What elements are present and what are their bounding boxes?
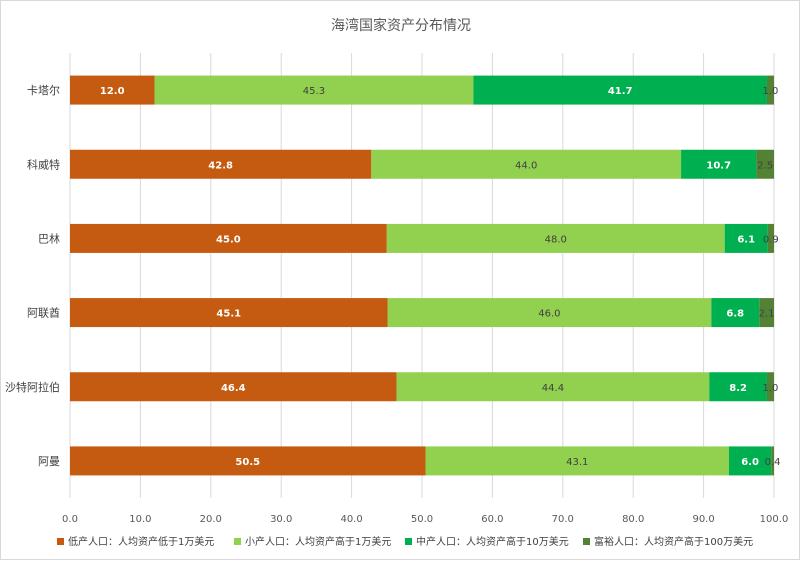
x-tick-label: 50.0 [411,514,433,525]
category-label: 卡塔尔 [27,84,60,97]
bar-segment [70,223,387,253]
legend-swatch [234,538,241,545]
data-labels: 12.0 45.3 41.7 1.0 42.8 44.0 10.7 2.5 45.0 48.0 6.… [100,86,781,468]
data-label: 6.8 [726,309,744,320]
bar-segment [771,446,774,476]
data-label: 10.7 [706,160,731,171]
x-tick-label: 40.0 [340,514,362,525]
category-label: 沙特阿拉伯 [5,380,60,394]
data-label: 2.5 [757,160,773,171]
x-tick-label: 20.0 [200,514,222,525]
bar-segment [681,149,757,179]
data-label: 44.0 [515,160,537,171]
bar-segment [759,298,774,328]
data-label: 6.0 [741,457,759,468]
x-tick-label: 0.0 [62,514,78,525]
x-axis-tick-labels: 0.0 10.0 20.0 30.0 40.0 50.0 60.0 70.0 80.0 90.0 1… [62,514,788,525]
data-label: 42.8 [208,160,233,171]
bar-segment [756,149,774,179]
x-tick-label: 10.0 [129,514,151,525]
bar-segment [711,298,760,328]
category-label: 巴林 [38,231,60,245]
data-label: 2.1 [759,309,775,320]
x-tick-label: 70.0 [552,514,574,525]
legend-label: 中产人口：人均资产高于10万美元 [416,535,569,548]
x-tick-label: 90.0 [692,514,714,525]
grid-lines [69,53,775,498]
x-tick-label: 60.0 [481,514,503,525]
x-tick-label: 30.0 [270,514,292,525]
bar-segment [396,372,710,402]
category-label: 科威特 [27,157,60,171]
bar-segment [387,298,712,328]
bar-segment [154,75,474,105]
bar-segment [767,223,774,253]
data-label: 48.0 [545,234,567,245]
legend-label: 富裕人口：人均资产高于100万美元 [594,535,753,548]
legend-swatch [57,538,64,545]
bar-segment [371,149,682,179]
data-label: 8.2 [729,383,747,394]
data-label: 50.5 [235,457,260,468]
data-label: 6.1 [737,234,755,245]
data-label: 0.4 [765,457,781,468]
legend-swatch [583,538,590,545]
bar-segment [70,149,372,179]
data-label: 45.3 [303,86,325,97]
x-tick-label: 80.0 [622,514,644,525]
bar-segment [70,298,388,328]
legend-label: 低产人口：人均资产低于1万美元 [68,535,214,548]
category-label: 阿联酋 [27,306,60,320]
bar-segment [70,446,426,476]
bar-segment [70,372,397,402]
data-label: 45.0 [216,234,241,245]
chart-title: 海湾国家资产分布情况 [331,17,471,34]
bar-segment [728,446,772,476]
data-label: 46.0 [538,309,560,320]
bar-segment [473,75,767,105]
data-label: 12.0 [100,86,125,97]
bar-segment [724,223,768,253]
legend: 低产人口：人均资产低于1万美元 小产人口：人均资产高于1万美元 中产人口：人均资产高… [57,535,753,548]
bar-segment [766,75,774,105]
data-label: 1.0 [763,86,779,97]
data-label: 43.1 [566,457,588,468]
bar-segment [425,446,729,476]
bar-segment [766,372,774,402]
bar-segment [70,75,155,105]
data-label: 45.1 [216,309,241,320]
data-label: 44.4 [542,383,564,394]
data-label: 41.7 [608,86,633,97]
x-tick-label: 100.0 [760,514,789,525]
data-label: 0.9 [763,234,779,245]
legend-swatch [405,538,412,545]
category-label: 阿曼 [38,455,60,468]
legend-label: 小产人口：人均资产高于1万美元 [245,535,391,548]
bar-segment [709,372,767,402]
bar-segment [386,223,725,253]
data-label: 1.0 [763,383,779,394]
bars [70,75,774,476]
data-label: 46.4 [221,383,246,394]
